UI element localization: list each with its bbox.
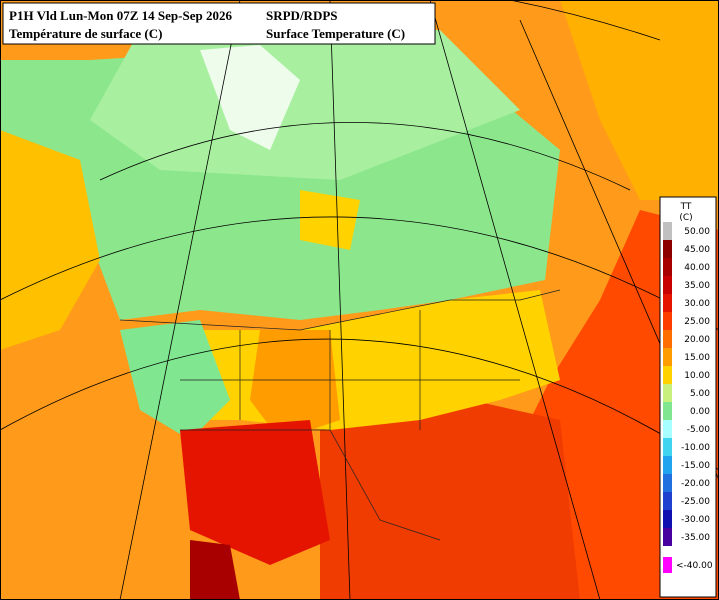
rockies-cool: [120, 320, 230, 440]
legend-swatch: [663, 474, 672, 492]
header-right-line: SRPD/RDPS: [266, 8, 338, 23]
longitude-line: [119, 0, 241, 600]
legend-unit: (C): [679, 213, 692, 223]
legend-label: -15.00: [681, 461, 710, 471]
legend-swatch: [663, 222, 672, 240]
pacific-warm: [0, 130, 100, 350]
legend-swatch: [663, 384, 672, 402]
header-left-line: Température de surface (C): [9, 26, 162, 41]
legend-label: 45.00: [684, 245, 710, 255]
latitude-line: [0, 216, 719, 331]
legend-label: -5.00: [687, 425, 711, 435]
longitude-line: [329, 0, 351, 600]
legend-swatch: [663, 492, 672, 510]
legend-swatch: [663, 456, 672, 474]
southwest-hot: [180, 420, 330, 565]
legend-swatch: [663, 276, 672, 294]
legend-label: 25.00: [684, 317, 710, 327]
legend-label: 15.00: [684, 353, 710, 363]
legend-swatch: [663, 348, 672, 366]
legend-label: -35.00: [681, 533, 710, 543]
legend-label: 20.00: [684, 335, 710, 345]
legend-swatch: [663, 402, 672, 420]
latitude-line: [60, 0, 661, 41]
legend-label: -25.00: [681, 497, 710, 507]
latitude-line: [99, 122, 631, 191]
yellow-band: [120, 290, 560, 430]
legend-label: -10.00: [681, 443, 710, 453]
legend-swatch: [663, 240, 672, 258]
header-right-line: Surface Temperature (C): [266, 26, 405, 41]
legend-swatch: [663, 366, 672, 384]
country-border: [119, 289, 561, 331]
legend-swatch: [663, 258, 672, 276]
header-left-line: P1H Vld Lun-Mon 07Z 14 Sep-Sep 2026: [9, 8, 232, 23]
latitude-line: [0, 338, 719, 471]
legend-title: TT: [680, 202, 692, 212]
legend-label: <-40.00: [676, 561, 713, 571]
legend-swatch: [663, 510, 672, 528]
prairie-warm: [300, 190, 360, 250]
legend-label: 0.00: [690, 407, 710, 417]
legend-label: 5.00: [690, 389, 710, 399]
legend-label: 50.00: [684, 227, 710, 237]
country-border: [180, 429, 441, 541]
mexico-hot: [190, 540, 240, 600]
legend-label: 30.00: [684, 299, 710, 309]
legend-swatch: [663, 330, 672, 348]
legend-label: 40.00: [684, 263, 710, 273]
legend-label: 35.00: [684, 281, 710, 291]
legend-swatch: [663, 312, 672, 330]
arctic-cool: [90, 30, 520, 180]
borders: [119, 289, 561, 541]
legend-label: -30.00: [681, 515, 710, 525]
legend-swatch: [663, 294, 672, 312]
legend-swatch: [663, 420, 672, 438]
north-atlantic: [560, 0, 719, 200]
arctic-islands: [200, 45, 300, 150]
header-box: [2, 2, 436, 45]
legend-swatch: [663, 557, 672, 573]
legend-label: -20.00: [681, 479, 710, 489]
southeast-warm: [320, 400, 580, 600]
state-border: [180, 310, 520, 430]
plains-warm: [250, 330, 340, 440]
legend-swatch: [663, 528, 672, 546]
legend-swatch: [663, 438, 672, 456]
legend-label: 10.00: [684, 371, 710, 381]
